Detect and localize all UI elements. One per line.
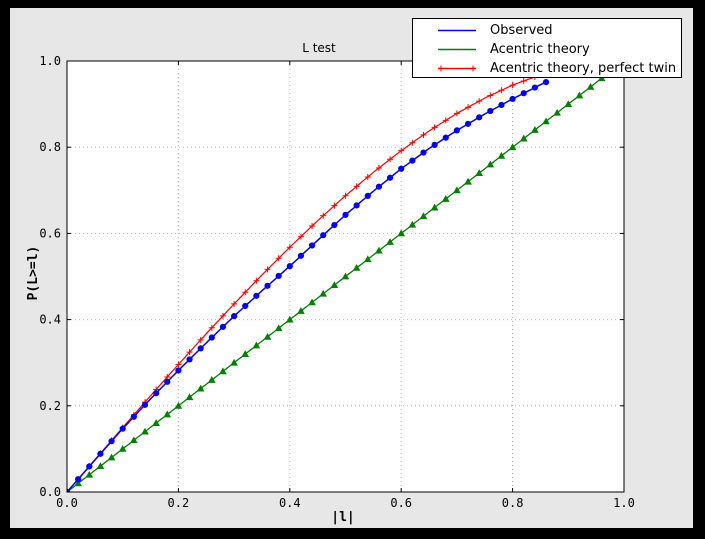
y-tick-label: 0.0 xyxy=(39,485,61,499)
legend-sample-line xyxy=(438,29,476,32)
y-tick-label: 0.8 xyxy=(39,140,61,154)
x-tick-label: 0.2 xyxy=(168,496,190,510)
chart-title: L test xyxy=(302,41,336,55)
legend-sample-line xyxy=(438,48,476,51)
x-tick-label: 0.8 xyxy=(502,496,524,510)
y-tick-label: 0.6 xyxy=(39,226,61,240)
x-tick-label: 1.0 xyxy=(613,496,635,510)
grid-lines xyxy=(67,61,624,492)
legend-label-acentric-theory: Acentric theory xyxy=(490,42,590,57)
legend-line-observed-icon xyxy=(437,21,477,40)
x-axis-label: |l| xyxy=(331,510,355,525)
x-tick-label: 0.6 xyxy=(390,496,412,510)
legend: Observed Acentric theory Acentric theory… xyxy=(412,18,682,78)
x-tick-label: 0.4 xyxy=(279,496,301,510)
legend-row-perfect-twin: Acentric theory, perfect twin xyxy=(437,59,681,78)
legend-row-acentric-theory: Acentric theory xyxy=(437,40,681,59)
legend-sample-line xyxy=(438,65,476,72)
y-tick-label: 0.2 xyxy=(39,399,61,413)
y-tick-label: 1.0 xyxy=(39,54,61,68)
tick-labels: 0.0 0.2 0.4 0.6 0.8 1.0 0.0 0.2 0.4 0.6 0.8 1.0 xyxy=(39,54,635,510)
legend-label-observed: Observed xyxy=(490,23,553,38)
legend-line-perfect-twin-icon xyxy=(437,59,477,78)
series-acentric-theory xyxy=(67,61,624,492)
series-observed xyxy=(67,79,550,492)
y-tick-label: 0.4 xyxy=(39,313,61,327)
legend-row-observed: Observed xyxy=(437,21,681,40)
axes-border xyxy=(66,60,625,493)
legend-label-perfect-twin: Acentric theory, perfect twin xyxy=(490,61,677,76)
legend-line-acentric-theory-icon xyxy=(437,40,477,59)
x-tick-label: 0.0 xyxy=(56,496,78,510)
y-axis-label: P(L>=l) xyxy=(26,245,41,301)
